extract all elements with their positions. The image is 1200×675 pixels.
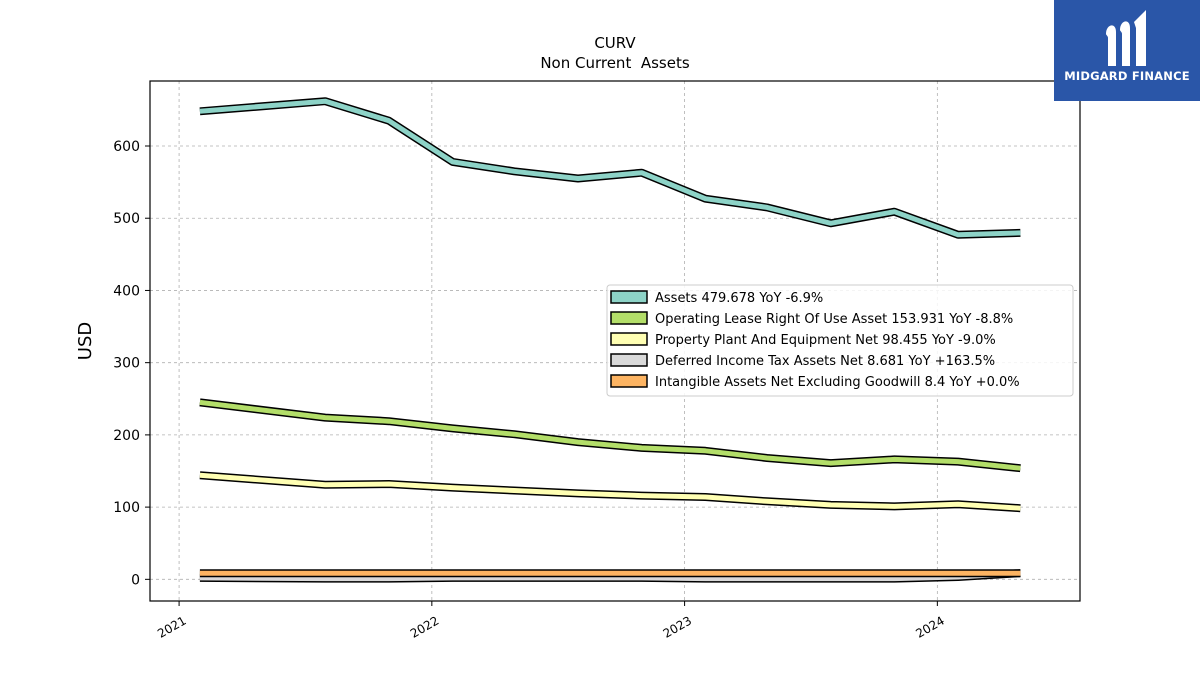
x-tick-label: 2023 (661, 613, 694, 640)
brand-name: MIDGARD FINANCE (1064, 69, 1190, 83)
legend-item[interactable]: Deferred Income Tax Assets Net 8.681 YoY… (610, 353, 995, 369)
series-2 (199, 398, 1021, 473)
x-tick-label: 2024 (913, 613, 946, 640)
legend-item[interactable]: Property Plant And Equipment Net 98.455 … (610, 332, 996, 348)
series-group (199, 97, 1021, 583)
plot-frame (149, 80, 1081, 602)
legend-label: Assets 479.678 YoY -6.9% (655, 291, 823, 306)
legend-label: Operating Lease Right Of Use Asset 153.9… (655, 312, 1013, 327)
series-1 (199, 97, 1021, 239)
legend-label: Property Plant And Equipment Net 98.455 … (655, 333, 996, 348)
midgard-logo-icon (1106, 10, 1146, 66)
series-line (199, 399, 1021, 471)
legend-swatch (610, 374, 648, 388)
legend-swatch (610, 290, 648, 304)
y-tick-label: 0 (131, 572, 140, 588)
legend-swatch (610, 311, 648, 325)
legend-swatch (610, 353, 648, 367)
chart-title: CURV (594, 34, 636, 52)
legend-label: Intangible Assets Net Excluding Goodwill… (655, 375, 1020, 390)
legend[interactable]: Assets 479.678 YoY -6.9% Operating Lease … (606, 284, 1074, 397)
series-line (199, 570, 1021, 582)
x-tick-label: 2021 (155, 613, 188, 640)
legend-box (606, 284, 1074, 397)
legend-item[interactable]: Assets 479.678 YoY -6.9% (610, 290, 823, 306)
legend-item[interactable]: Intangible Assets Net Excluding Goodwill… (610, 374, 1020, 390)
series-line (199, 472, 1021, 511)
series-4 (199, 569, 1021, 583)
y-tick-label: 500 (113, 211, 140, 227)
series-line-outline (199, 471, 1021, 513)
series-line (199, 98, 1021, 238)
y-tick-label: 300 (113, 356, 140, 372)
y-tick-label: 400 (113, 283, 140, 299)
y-tick-label: 200 (113, 428, 140, 444)
y-tick-label: 600 (113, 139, 140, 155)
legend-swatch (610, 332, 648, 346)
y-axis-label: USD (75, 322, 96, 360)
chart-subtitle: Non Current Assets (540, 54, 690, 72)
legend-item[interactable]: Operating Lease Right Of Use Asset 153.9… (610, 311, 1013, 327)
legend-label: Deferred Income Tax Assets Net 8.681 YoY… (655, 354, 995, 369)
brand-logo: MIDGARD FINANCE (1054, 0, 1200, 101)
series-3 (199, 471, 1021, 513)
y-tick-label: 100 (113, 500, 140, 516)
x-tick-label: 2022 (408, 613, 441, 640)
